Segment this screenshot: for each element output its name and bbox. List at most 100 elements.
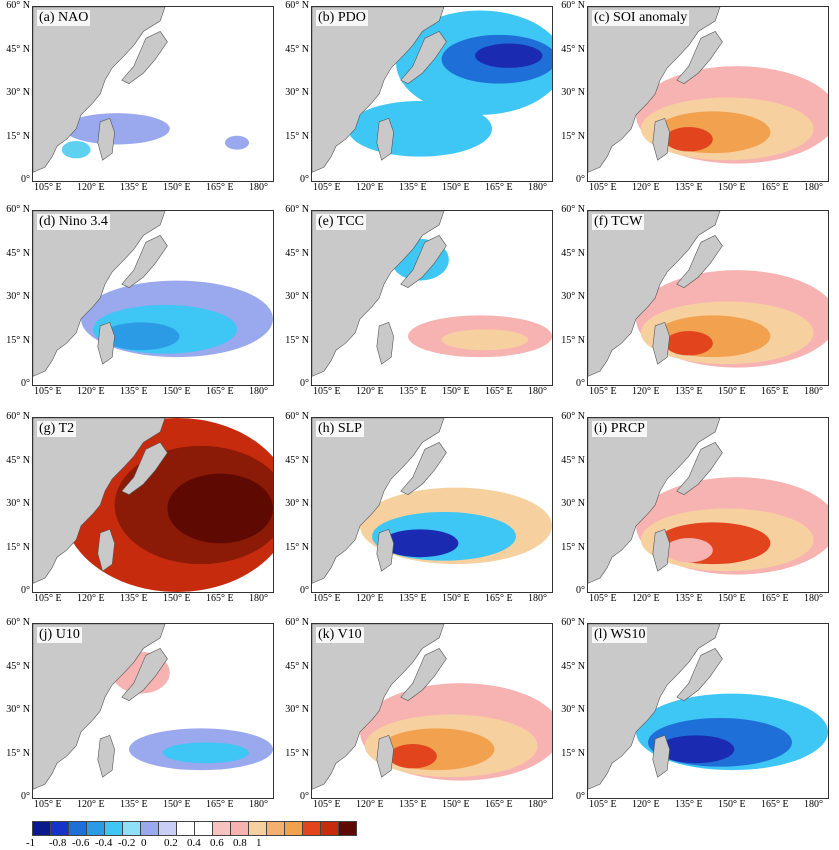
- philippines-landmass: [652, 118, 670, 161]
- correlation-contour: [657, 735, 735, 764]
- latitude-tick-label: 60° N: [285, 0, 309, 11]
- mainland-asia: [33, 418, 166, 584]
- longitude-tick-label: 120° E: [77, 182, 105, 193]
- latitude-tick-label: 30° N: [285, 704, 309, 715]
- latitude-tick-label: 0°: [21, 378, 30, 389]
- longitude-tick-label: 135° E: [399, 386, 427, 397]
- longitude-tick-label: 180°: [249, 386, 268, 397]
- latitude-tick-label: 60° N: [6, 617, 30, 628]
- mainland-asia: [312, 418, 445, 584]
- latitude-tick-label: 60° N: [561, 0, 585, 11]
- correlation-contour: [475, 43, 543, 68]
- latitude-tick-label: 45° N: [561, 43, 585, 55]
- philippines-landmass: [97, 118, 115, 161]
- latitude-tick-label: 30° N: [561, 498, 585, 509]
- correlation-contour: [664, 127, 713, 152]
- longitude-tick-label: 135° E: [675, 386, 703, 397]
- longitude-tick-label: 105° E: [313, 386, 341, 397]
- longitude-tick-label: 165° E: [485, 386, 513, 397]
- longitude-tick-label: 150° E: [442, 182, 470, 193]
- latitude-tick-label: 15° N: [6, 130, 30, 142]
- latitude-tick-label: 0°: [576, 585, 585, 596]
- latitude-tick-label: 15° N: [285, 130, 309, 142]
- latitude-tick-label: 15° N: [285, 334, 309, 346]
- panel-title: (h) SLP: [316, 421, 364, 437]
- mainland-asia: [588, 211, 721, 377]
- longitude-tick-label: 105° E: [589, 386, 617, 397]
- colorbar: [32, 821, 357, 839]
- longitude-tick-label: 180°: [249, 182, 268, 193]
- colorbar-swatch: [212, 821, 231, 836]
- map-panel: (j) U10: [32, 623, 274, 799]
- japan-landmass: [676, 235, 723, 288]
- latitude-tick-label: 15° N: [561, 747, 585, 759]
- latitude-tick-label: 0°: [576, 791, 585, 802]
- correlation-contour: [381, 529, 459, 558]
- longitude-tick-label: 105° E: [313, 182, 341, 193]
- longitude-tick-label: 165° E: [206, 182, 234, 193]
- philippines-landmass: [376, 118, 394, 161]
- longitude-tick-label: 120° E: [356, 386, 384, 397]
- panel-title: (c) SOI anomaly: [592, 10, 690, 26]
- latitude-tick-label: 45° N: [285, 454, 309, 466]
- correlation-contour: [225, 135, 249, 150]
- correlation-contour: [64, 113, 170, 145]
- map-canvas: [588, 624, 828, 798]
- latitude-tick-label: 45° N: [561, 660, 585, 672]
- longitude-tick-label: 165° E: [206, 386, 234, 397]
- colorbar-swatch: [176, 821, 195, 836]
- philippines-landmass: [376, 322, 394, 365]
- latitude-tick-label: 30° N: [285, 498, 309, 509]
- longitude-tick-label: 150° E: [718, 386, 746, 397]
- longitude-tick-label: 105° E: [34, 386, 62, 397]
- map-panel: (c) SOI anomaly: [587, 6, 829, 182]
- panel-title: (k) V10: [316, 627, 364, 643]
- longitude-tick-label: 120° E: [632, 799, 660, 810]
- panel-title: (f) TCW: [592, 214, 645, 230]
- longitude-tick-label: 150° E: [163, 799, 191, 810]
- longitude-tick-label: 135° E: [120, 182, 148, 193]
- japan-landmass: [676, 31, 723, 84]
- correlation-contour: [348, 100, 492, 157]
- latitude-tick-label: 30° N: [285, 87, 309, 98]
- longitude-tick-label: 120° E: [77, 799, 105, 810]
- panel-title: (l) WS10: [592, 627, 648, 643]
- latitude-tick-label: 45° N: [285, 660, 309, 672]
- latitude-tick-label: 60° N: [6, 0, 30, 11]
- mainland-asia: [312, 211, 445, 377]
- longitude-tick-label: 135° E: [120, 593, 148, 604]
- longitude-tick-label: 120° E: [632, 182, 660, 193]
- latitude-tick-label: 30° N: [6, 498, 30, 509]
- longitude-tick-label: 165° E: [485, 182, 513, 193]
- map-panel: (h) SLP: [311, 417, 553, 593]
- longitude-tick-label: 180°: [249, 593, 268, 604]
- longitude-tick-label: 135° E: [675, 182, 703, 193]
- longitude-tick-label: 120° E: [632, 593, 660, 604]
- japan-landmass: [400, 442, 447, 495]
- longitude-tick-label: 180°: [804, 386, 823, 397]
- longitude-tick-label: 135° E: [399, 799, 427, 810]
- panel-title: (j) U10: [37, 627, 82, 643]
- longitude-tick-label: 165° E: [761, 799, 789, 810]
- colorbar-swatch: [104, 821, 123, 836]
- colorbar-label: -1: [26, 837, 36, 849]
- latitude-tick-label: 0°: [21, 585, 30, 596]
- longitude-tick-label: 165° E: [761, 386, 789, 397]
- longitude-tick-label: 180°: [528, 593, 547, 604]
- correlation-contour: [664, 331, 713, 356]
- longitude-tick-label: 180°: [528, 386, 547, 397]
- philippines-landmass: [376, 529, 394, 572]
- latitude-tick-label: 60° N: [285, 411, 309, 422]
- mainland-asia: [588, 7, 721, 173]
- latitude-tick-label: 60° N: [6, 411, 30, 422]
- colorbar-swatch: [266, 821, 285, 836]
- map-canvas: [33, 7, 273, 181]
- colorbar-label: -0.8: [49, 837, 67, 849]
- colorbar-swatch: [230, 821, 249, 836]
- latitude-tick-label: 45° N: [285, 43, 309, 55]
- panel-title: (d) Nino 3.4: [37, 214, 110, 230]
- map-canvas: [588, 7, 828, 181]
- mainland-asia: [588, 624, 721, 790]
- longitude-tick-label: 165° E: [761, 593, 789, 604]
- philippines-landmass: [376, 735, 394, 778]
